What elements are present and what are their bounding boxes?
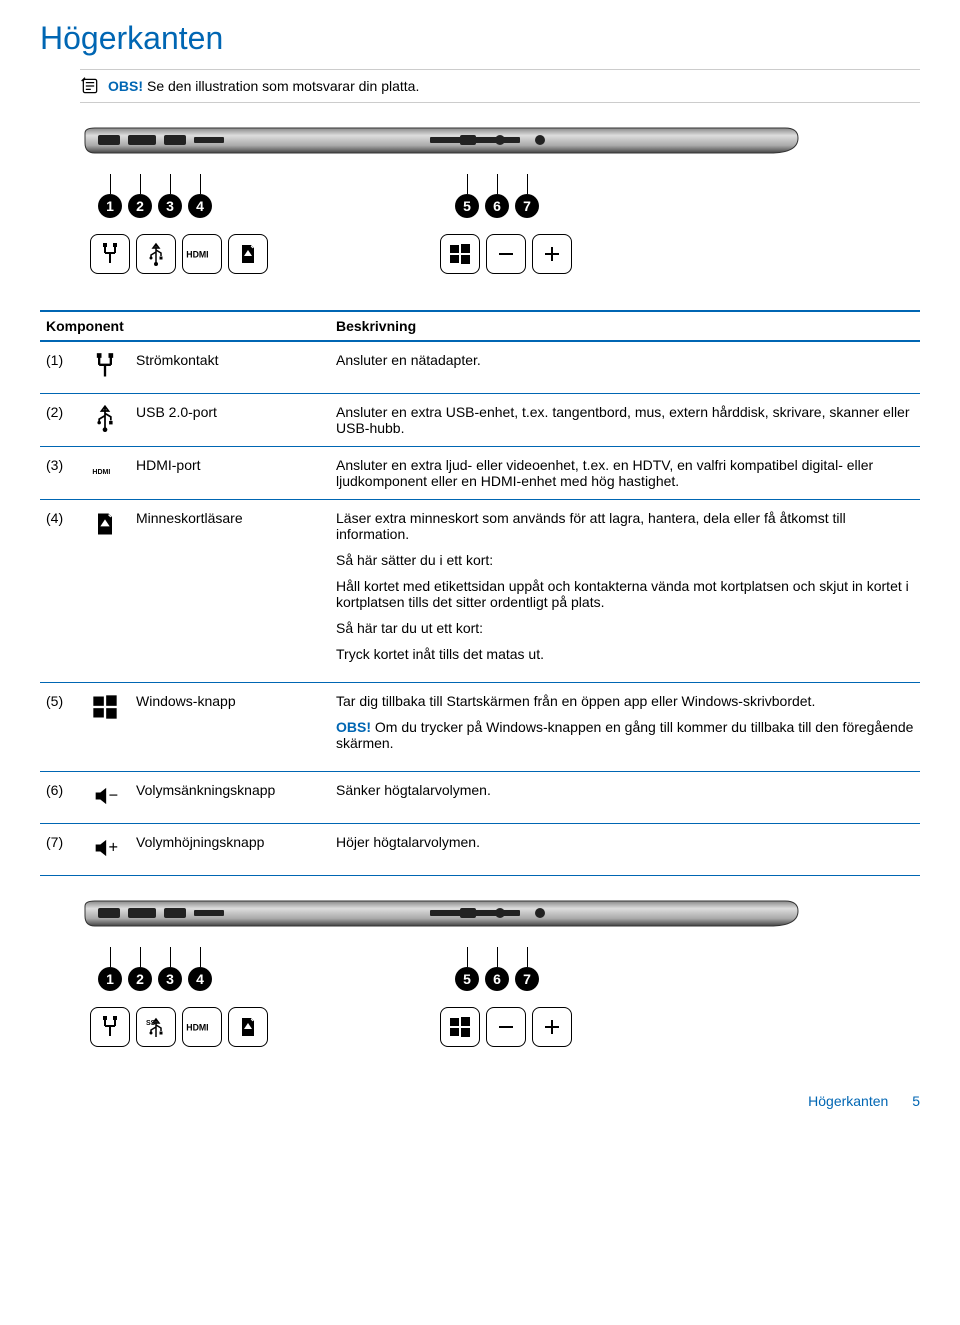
row-desc: Läser extra minneskort som används för a… bbox=[330, 500, 920, 683]
callout-7: 7 bbox=[515, 174, 539, 218]
header-description: Beskrivning bbox=[330, 311, 920, 341]
sd-icon bbox=[228, 1007, 268, 1047]
table-row: (7) Volymhöjningsknapp Höjer högtalarvol… bbox=[40, 824, 920, 876]
tablet-side-view-2 bbox=[80, 896, 800, 936]
footer-page: 5 bbox=[912, 1093, 920, 1109]
callout-2: 2 bbox=[128, 174, 152, 218]
power-icon bbox=[90, 1007, 130, 1047]
callout-1: 1 bbox=[98, 174, 122, 218]
footer-name: Högerkanten bbox=[808, 1093, 888, 1109]
usb-icon bbox=[91, 404, 119, 432]
header-component: Komponent bbox=[40, 311, 330, 341]
callout-6: 6 bbox=[485, 174, 509, 218]
callout-3: 3 bbox=[158, 174, 182, 218]
windows-icon bbox=[440, 1007, 480, 1047]
components-table: Komponent Beskrivning (1) Strömkontakt A… bbox=[40, 310, 920, 876]
footer: Högerkanten 5 bbox=[40, 1093, 920, 1109]
hdmi-icon bbox=[182, 234, 222, 274]
usb-icon bbox=[136, 234, 176, 274]
sd-icon bbox=[91, 510, 119, 538]
row-desc: Tar dig tillbaka till Startskärmen från … bbox=[330, 683, 920, 772]
row-desc: Ansluter en nätadapter. bbox=[330, 341, 920, 394]
windows-icon bbox=[440, 234, 480, 274]
icon-row-2 bbox=[80, 1007, 800, 1053]
hdmi-icon bbox=[182, 1007, 222, 1047]
power-icon bbox=[91, 352, 119, 380]
volup-icon bbox=[91, 834, 119, 862]
callout-row-1: 1 2 3 4 5 6 7 bbox=[80, 174, 800, 224]
tablet-side-view bbox=[80, 123, 800, 163]
table-row: (3) HDMI-port Ansluter en extra ljud- el… bbox=[40, 447, 920, 500]
page-title: Högerkanten bbox=[40, 20, 920, 57]
icon-row-1 bbox=[80, 234, 800, 280]
note-text: Se den illustration som motsvarar din pl… bbox=[147, 78, 419, 94]
sd-icon bbox=[228, 234, 268, 274]
voldown-icon bbox=[91, 782, 119, 810]
table-row: (4) Minneskortläsare Läser extra minnesk… bbox=[40, 500, 920, 683]
table-row: (6) Volymsänkningsknapp Sänker högtalarv… bbox=[40, 772, 920, 824]
usbss-icon bbox=[136, 1007, 176, 1047]
callout-row-2: 1 2 3 4 5 6 7 bbox=[80, 947, 800, 997]
diagram-2: 1 2 3 4 5 6 7 bbox=[80, 896, 920, 1053]
obs-inline: OBS! bbox=[336, 719, 371, 735]
hdmi-icon bbox=[91, 457, 119, 485]
table-row: (2) USB 2.0-port Ansluter en extra USB-e… bbox=[40, 394, 920, 447]
plus-icon bbox=[532, 1007, 572, 1047]
table-row: (5) Windows-knapp Tar dig tillbaka till … bbox=[40, 683, 920, 772]
minus-icon bbox=[486, 234, 526, 274]
windows-icon bbox=[91, 693, 119, 721]
diagram-1: 1 2 3 4 5 6 7 bbox=[80, 123, 920, 280]
note-icon bbox=[80, 76, 100, 96]
row-num: (1) bbox=[40, 341, 80, 394]
minus-icon bbox=[486, 1007, 526, 1047]
callout-5: 5 bbox=[455, 174, 479, 218]
power-icon bbox=[90, 234, 130, 274]
obs-label: OBS! bbox=[108, 78, 143, 94]
callout-4: 4 bbox=[188, 174, 212, 218]
row-name: Strömkontakt bbox=[130, 341, 330, 394]
table-row: (1) Strömkontakt Ansluter en nätadapter. bbox=[40, 341, 920, 394]
plus-icon bbox=[532, 234, 572, 274]
note-row: OBS! Se den illustration som motsvarar d… bbox=[80, 69, 920, 103]
